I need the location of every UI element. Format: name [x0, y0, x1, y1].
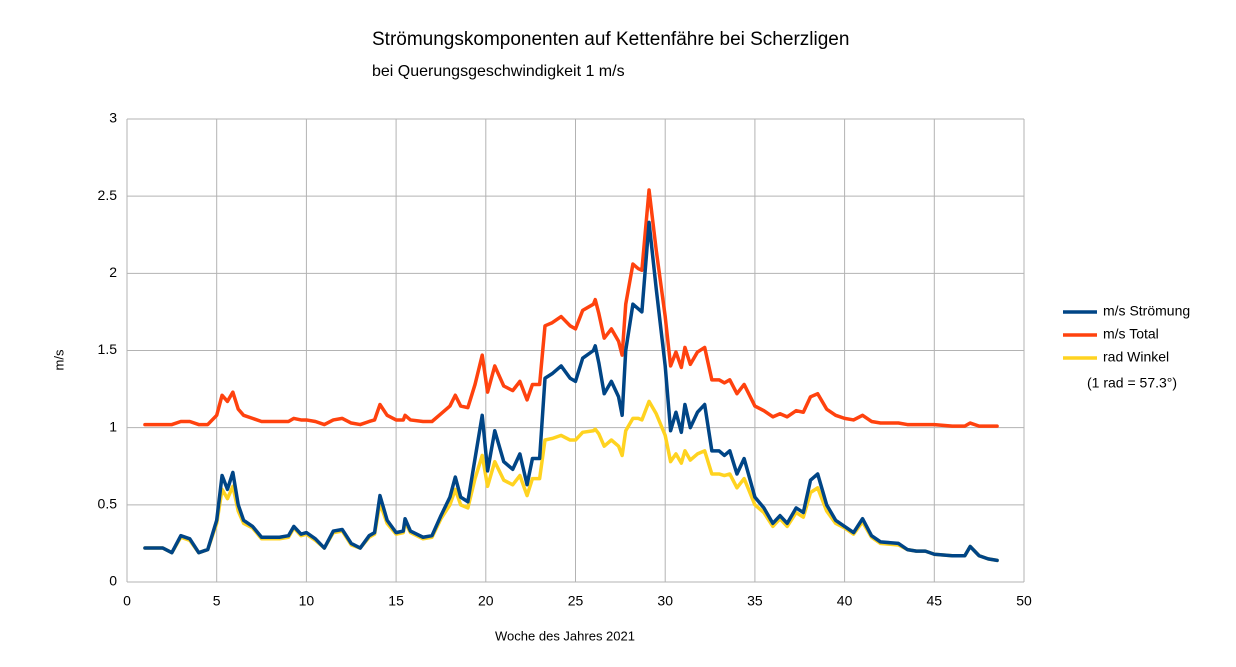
x-tick-label: 35 — [747, 593, 763, 609]
y-tick-label: 1.5 — [98, 341, 118, 357]
x-tick-label: 30 — [657, 593, 673, 609]
y-tick-label: 0 — [109, 573, 117, 589]
annotation: (1 rad = 57.3°) — [1087, 375, 1177, 391]
x-tick-label: 25 — [568, 593, 584, 609]
x-tick-label: 10 — [299, 593, 315, 609]
legend-label: m/s Total — [1103, 326, 1159, 342]
y-tick-label: 2.5 — [98, 187, 118, 203]
y-tick-label: 1 — [109, 418, 117, 434]
x-tick-label: 0 — [123, 593, 131, 609]
legend-label: m/s Strömung — [1103, 303, 1190, 319]
x-tick-label: 20 — [478, 593, 494, 609]
x-axis-label: Woche des Jahres 2021 — [495, 628, 635, 643]
y-axis-label: m/s — [51, 349, 66, 370]
x-tick-label: 40 — [837, 593, 853, 609]
legend-label: rad Winkel — [1103, 349, 1169, 365]
x-tick-label: 45 — [927, 593, 943, 609]
y-tick-label: 0.5 — [98, 496, 118, 512]
x-tick-label: 5 — [213, 593, 221, 609]
series-line — [143, 188, 999, 428]
chart-title: Strömungskomponenten auf Kettenfähre bei… — [372, 29, 849, 50]
chart-subtitle: bei Querungsgeschwindigkeit 1 m/s — [372, 63, 625, 80]
series-line — [143, 220, 999, 563]
y-tick-label: 3 — [109, 110, 117, 126]
x-tick-label: 15 — [388, 593, 404, 609]
x-tick-label: 50 — [1016, 593, 1032, 609]
y-tick-label: 2 — [109, 264, 117, 280]
